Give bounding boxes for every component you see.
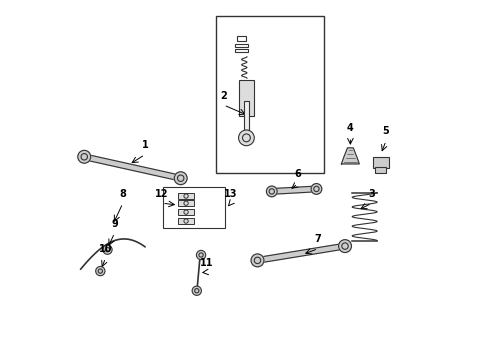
Bar [178, 209, 194, 215]
Circle shape [267, 186, 277, 197]
Bar [238, 36, 246, 41]
Circle shape [78, 150, 91, 163]
Polygon shape [342, 148, 359, 164]
Bar [235, 49, 248, 52]
Text: 9: 9 [111, 219, 118, 229]
Text: 7: 7 [315, 234, 321, 244]
Bar [217, 16, 323, 173]
Bar [163, 187, 225, 228]
Text: 4: 4 [347, 123, 354, 133]
Circle shape [196, 250, 206, 260]
Bar [239, 80, 253, 116]
Bar [375, 167, 386, 173]
Text: 8: 8 [120, 189, 126, 199]
Circle shape [192, 286, 201, 296]
Circle shape [96, 266, 105, 276]
Bar [373, 157, 389, 168]
Text: 2: 2 [220, 91, 227, 101]
Circle shape [311, 184, 322, 194]
Polygon shape [271, 186, 317, 194]
Text: 3: 3 [368, 189, 375, 199]
Bar [235, 44, 248, 47]
Bar [178, 193, 194, 199]
Bar [178, 201, 194, 206]
Text: 5: 5 [383, 126, 390, 136]
Circle shape [103, 245, 112, 254]
Text: 6: 6 [294, 169, 301, 179]
Polygon shape [257, 243, 345, 263]
Text: 12: 12 [155, 189, 169, 199]
Circle shape [174, 172, 187, 185]
Text: 10: 10 [99, 244, 112, 253]
Circle shape [239, 130, 254, 146]
Bar [178, 218, 194, 224]
Polygon shape [84, 154, 181, 181]
Bar [244, 102, 249, 130]
Text: 1: 1 [142, 140, 148, 150]
Text: 13: 13 [224, 189, 238, 199]
Circle shape [251, 254, 264, 267]
Text: 11: 11 [199, 258, 213, 268]
Circle shape [339, 240, 351, 252]
